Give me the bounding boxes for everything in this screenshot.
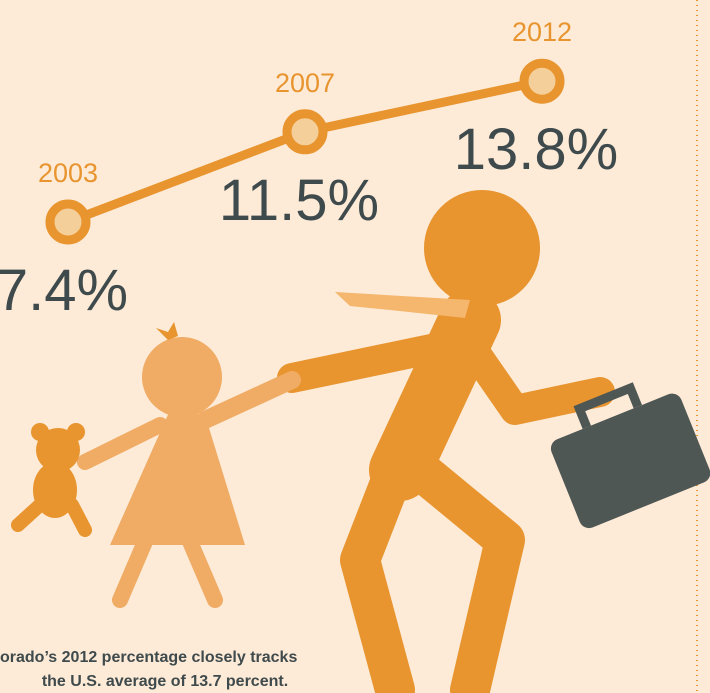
page: {"chart_data": {"type": "line", "categor… [0, 0, 710, 693]
value-label: 11.5% [219, 168, 379, 233]
year-label: 2012 [512, 17, 572, 47]
point [50, 204, 86, 240]
infographic: orado’s 2012 percentage closely tracks t… [0, 0, 710, 693]
value-label: 7.4% [0, 258, 128, 323]
child-head [142, 337, 222, 417]
man-head [424, 190, 540, 306]
caption: the U.S. average of 13.7 percent. [42, 673, 288, 690]
value-label: 13.8% [454, 117, 618, 182]
year-label: 2003 [38, 158, 98, 188]
year-label: 2007 [275, 68, 335, 98]
caption: orado’s 2012 percentage closely tracks [0, 649, 297, 666]
point [287, 114, 323, 150]
point [524, 63, 560, 99]
